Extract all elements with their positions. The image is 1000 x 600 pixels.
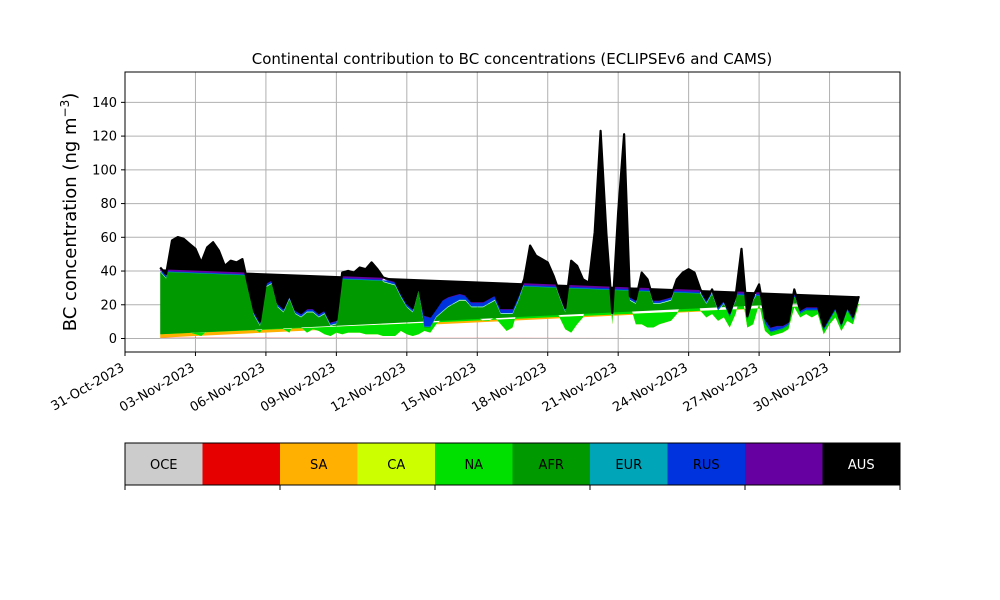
region-legend: OCE GNL SA CA NA AFR EUR RUS ASI AUS <box>124 442 901 490</box>
legend-label-gnl: GNL <box>228 458 256 473</box>
x-tick-label: 30-Nov-2023 <box>751 360 831 415</box>
y-tick-label: 0 <box>109 332 117 347</box>
x-tick-label: 27-Nov-2023 <box>681 360 761 415</box>
legend-label-aus: AUS <box>848 458 875 473</box>
y-tick-label: 120 <box>92 130 117 145</box>
x-tick-label: 18-Nov-2023 <box>469 360 549 415</box>
legend-swatch-rus <box>667 443 745 485</box>
legend-label-asi: ASI <box>773 458 794 473</box>
y-axis-label-main: BC concentration (ng m <box>60 117 81 331</box>
area-oce <box>160 338 859 339</box>
x-tick-label: 03-Nov-2023 <box>117 360 197 415</box>
x-tick-label: 06-Nov-2023 <box>188 360 268 415</box>
chart-title: Continental contribution to BC concentra… <box>252 50 773 68</box>
y-axis-label-close: ) <box>60 93 81 100</box>
legend-swatch-asi <box>745 443 823 485</box>
legend-label-afr: AFR <box>539 458 564 473</box>
y-tick-label: 140 <box>92 96 117 111</box>
total-line <box>159 129 860 328</box>
legend-label-eur: EUR <box>615 458 642 473</box>
y-tick-label: 100 <box>92 163 117 178</box>
area-aus <box>160 130 859 327</box>
legend-swatch-gnl <box>202 443 280 485</box>
y-axis-label: BC concentration (ng m−3) <box>58 93 81 332</box>
x-tick-label: 12-Nov-2023 <box>329 360 409 415</box>
x-tick-label: 21-Nov-2023 <box>540 360 620 415</box>
legend-label-rus: RUS <box>693 458 720 473</box>
legend-swatch-oce <box>125 443 203 485</box>
x-tick-label: 09-Nov-2023 <box>258 360 338 415</box>
x-tick-label: 31-Oct-2023 <box>49 360 127 414</box>
y-tick-label: 20 <box>100 298 117 313</box>
y-axis: 0 20 40 60 80 100 120 140 <box>92 96 125 347</box>
legend-frame <box>124 442 901 486</box>
x-tick-label: 15-Nov-2023 <box>399 360 479 415</box>
legend-swatch-eur <box>590 443 668 485</box>
legend-label-sa: SA <box>310 458 327 473</box>
x-axis: 31-Oct-202303-Nov-202306-Nov-202309-Nov-… <box>49 352 832 415</box>
y-tick-label: 80 <box>100 197 117 212</box>
x-tick-label: 24-Nov-2023 <box>610 360 690 415</box>
total-outline <box>159 129 860 328</box>
y-tick-label: 40 <box>100 265 117 280</box>
plot-frame <box>124 71 901 353</box>
legend-swatch-sa <box>280 443 358 485</box>
legend-label-ca: CA <box>387 458 405 473</box>
legend-label-na: NA <box>464 458 483 473</box>
legend-label-oce: OCE <box>150 458 178 473</box>
legend-swatch-ca <box>357 443 435 485</box>
y-tick-label: 60 <box>100 231 117 246</box>
y-axis-label-superscript: −3 <box>58 100 72 118</box>
legend-swatch-aus <box>822 443 900 485</box>
legend-swatch-afr <box>512 443 590 485</box>
legend-swatch-na <box>435 443 513 485</box>
